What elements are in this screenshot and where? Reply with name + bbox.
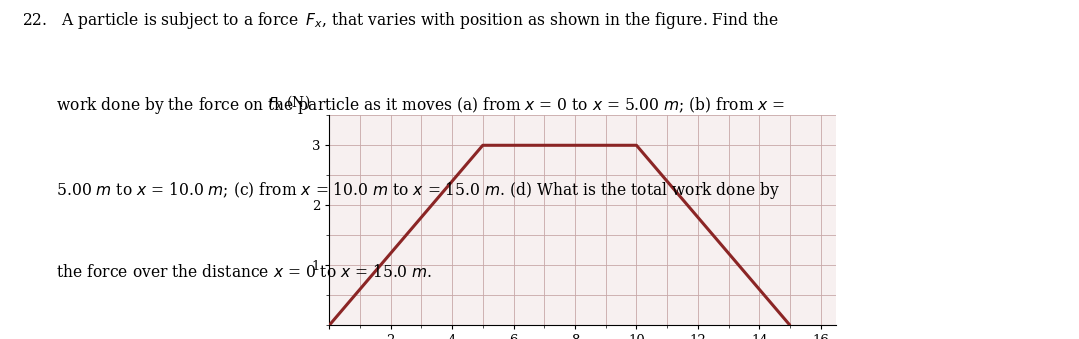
Text: 22.   A particle is subject to a force  $F_x$, that varies with position as show: 22. A particle is subject to a force $F_… [22, 10, 779, 31]
Text: 5.00 $m$ to $x$ = 10.0 $m$; (c) from $x$ = 10.0 $m$ to $x$ = 15.0 $m$. (d) What : 5.00 $m$ to $x$ = 10.0 $m$; (c) from $x$… [22, 180, 779, 201]
Y-axis label: $F_x$ (N): $F_x$ (N) [269, 93, 311, 111]
Text: work done by the force on the particle as it moves (a) from $x$ = 0 to $x$ = 5.0: work done by the force on the particle a… [22, 95, 784, 116]
Text: the force over the distance $x$ = 0 to $x$ = 15.0 $m$.: the force over the distance $x$ = 0 to $… [22, 264, 432, 281]
